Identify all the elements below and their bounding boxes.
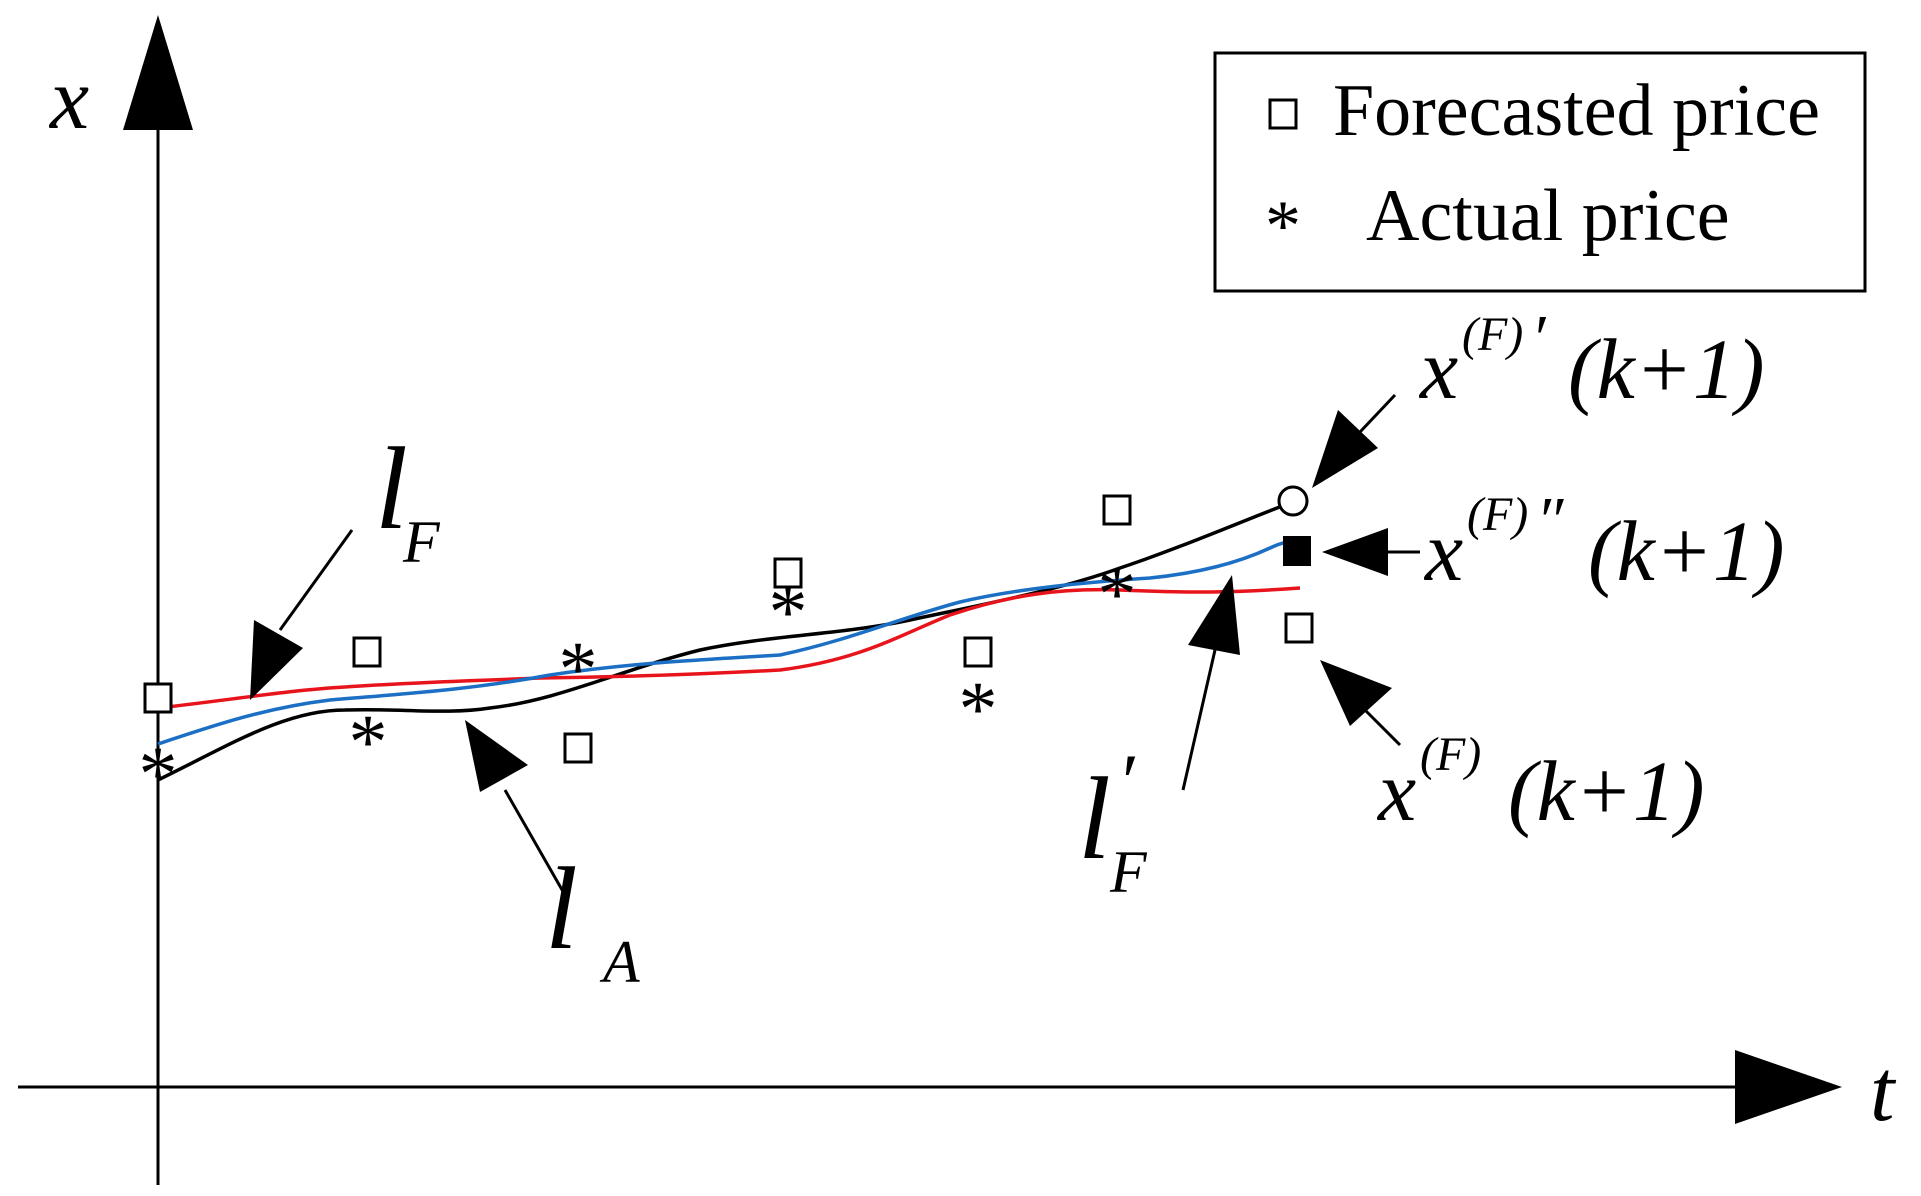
legend-label-actual: Actual price bbox=[1366, 175, 1730, 257]
x-F-double-prime-marker bbox=[1283, 536, 1311, 566]
label-x-F-prime-var: x bbox=[1418, 321, 1458, 417]
label-x-F-sup: (F) bbox=[1420, 728, 1481, 781]
actual-point: * bbox=[1098, 550, 1137, 637]
forecast-point-next bbox=[1284, 612, 1314, 644]
x-F-prime-marker bbox=[1277, 485, 1309, 517]
label-l-F-prime-mark: ′ bbox=[1122, 738, 1139, 825]
label-l-A-main: l bbox=[545, 843, 578, 974]
label-x-F-prime-sup: (F) bbox=[1462, 308, 1523, 361]
legend-item-forecasted: Forecasted price bbox=[1268, 70, 1820, 152]
label-l-F-prime-sub: F bbox=[1109, 839, 1148, 905]
actual-point: * bbox=[959, 665, 998, 752]
x-F-arrowhead bbox=[1320, 660, 1392, 726]
label-x-F-double-prime-var: x bbox=[1423, 503, 1463, 599]
label-x-F-double-prime-sup: (F) bbox=[1467, 488, 1528, 541]
label-x-F-arg: (k+1) bbox=[1508, 743, 1704, 839]
label-l-F-main: l bbox=[375, 423, 408, 554]
l-F-arrow-line bbox=[278, 529, 354, 631]
l-F-arrowhead bbox=[250, 620, 303, 700]
l-F-prime-arrowhead bbox=[1188, 575, 1240, 655]
label-l-F-sub: F bbox=[402, 509, 441, 575]
asterisk-icon: * bbox=[1265, 186, 1301, 266]
curve-labels: l F l A l ′ F bbox=[375, 423, 1148, 995]
forecast-point bbox=[352, 636, 382, 668]
legend: Forecasted price * Actual price bbox=[1213, 51, 1867, 293]
label-x-F-prime: x (F) ′ (k+1) bbox=[1418, 302, 1764, 417]
label-x-F-double-prime: x (F) ″ (k+1) bbox=[1423, 484, 1784, 599]
next-step-labels: x (F) ′ (k+1) x (F) ″ (k+1) x (F) (k+1) bbox=[1376, 302, 1784, 839]
label-x-F-double-prime-mark: ″ bbox=[1540, 484, 1568, 557]
legend-item-actual: * Actual price bbox=[1265, 175, 1730, 266]
label-x-F-var: x bbox=[1376, 743, 1416, 839]
label-x-F-double-prime-arg: (k+1) bbox=[1588, 503, 1784, 599]
y-axis-arrowhead bbox=[123, 15, 193, 130]
label-x-F: x (F) (k+1) bbox=[1376, 728, 1704, 839]
annotation-arrows bbox=[250, 393, 1420, 896]
actual-points: * * * * * * bbox=[139, 550, 1137, 817]
x-F-prime-arrow-line bbox=[1358, 393, 1397, 434]
forecast-point bbox=[773, 557, 803, 589]
forecast-point bbox=[963, 636, 993, 668]
legend-label-forecasted: Forecasted price bbox=[1333, 70, 1820, 152]
legend-box bbox=[1213, 51, 1867, 293]
label-l-F-prime: l ′ F bbox=[1078, 738, 1148, 905]
label-x-F-prime-arg: (k+1) bbox=[1568, 321, 1764, 417]
curve-l-F-prime bbox=[157, 539, 1299, 746]
x-F-double-prime-arrowhead bbox=[1322, 528, 1388, 576]
label-l-F-prime-main: l bbox=[1078, 753, 1111, 884]
x-F-prime-arrowhead bbox=[1312, 410, 1378, 488]
actual-point: * bbox=[139, 730, 178, 817]
y-axis-label: x bbox=[48, 51, 89, 148]
forecasted-points bbox=[143, 494, 1314, 764]
curve-l-F bbox=[157, 586, 1301, 710]
x-F-arrow-line bbox=[1363, 708, 1402, 747]
curves bbox=[157, 501, 1301, 782]
label-x-F-prime-mark: ′ bbox=[1535, 302, 1549, 375]
x-axis-arrowhead bbox=[1735, 1050, 1842, 1124]
label-l-A: l A bbox=[545, 843, 640, 995]
actual-point: * bbox=[349, 698, 388, 785]
axes: x t bbox=[18, 15, 1897, 1185]
x-axis-label: t bbox=[1870, 1043, 1897, 1140]
l-A-arrow-line bbox=[503, 789, 567, 896]
forecast-point bbox=[143, 682, 173, 714]
label-l-A-sub: A bbox=[599, 929, 640, 995]
l-F-prime-arrow-line bbox=[1181, 649, 1217, 791]
forecast-point bbox=[563, 732, 593, 764]
actual-point: * bbox=[769, 568, 808, 655]
actual-point: * bbox=[559, 625, 598, 712]
next-step-markers bbox=[1277, 485, 1311, 566]
forecast-point bbox=[1102, 494, 1132, 526]
curve-l-A bbox=[157, 501, 1291, 782]
l-A-arrowhead bbox=[465, 720, 528, 792]
square-icon bbox=[1268, 98, 1298, 130]
label-l-F: l F bbox=[375, 423, 441, 575]
